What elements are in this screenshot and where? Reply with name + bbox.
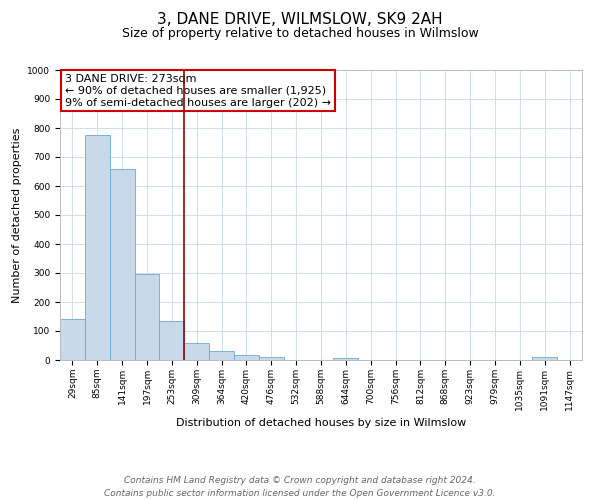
Bar — [234, 355, 259, 360]
Text: Size of property relative to detached houses in Wilmslow: Size of property relative to detached ho… — [122, 28, 478, 40]
Text: 3 DANE DRIVE: 273sqm
← 90% of detached houses are smaller (1,925)
9% of semi-det: 3 DANE DRIVE: 273sqm ← 90% of detached h… — [65, 74, 331, 108]
Bar — [85, 135, 110, 360]
Bar — [184, 344, 209, 360]
X-axis label: Distribution of detached houses by size in Wilmslow: Distribution of detached houses by size … — [176, 418, 466, 428]
Bar — [60, 320, 85, 360]
Bar — [259, 357, 284, 360]
Bar — [134, 274, 160, 360]
Bar — [209, 350, 234, 360]
Bar — [532, 358, 557, 360]
Text: 3, DANE DRIVE, WILMSLOW, SK9 2AH: 3, DANE DRIVE, WILMSLOW, SK9 2AH — [157, 12, 443, 28]
Text: Contains HM Land Registry data © Crown copyright and database right 2024.
Contai: Contains HM Land Registry data © Crown c… — [104, 476, 496, 498]
Bar — [160, 321, 184, 360]
Y-axis label: Number of detached properties: Number of detached properties — [12, 128, 22, 302]
Bar — [110, 170, 134, 360]
Bar — [334, 358, 358, 360]
